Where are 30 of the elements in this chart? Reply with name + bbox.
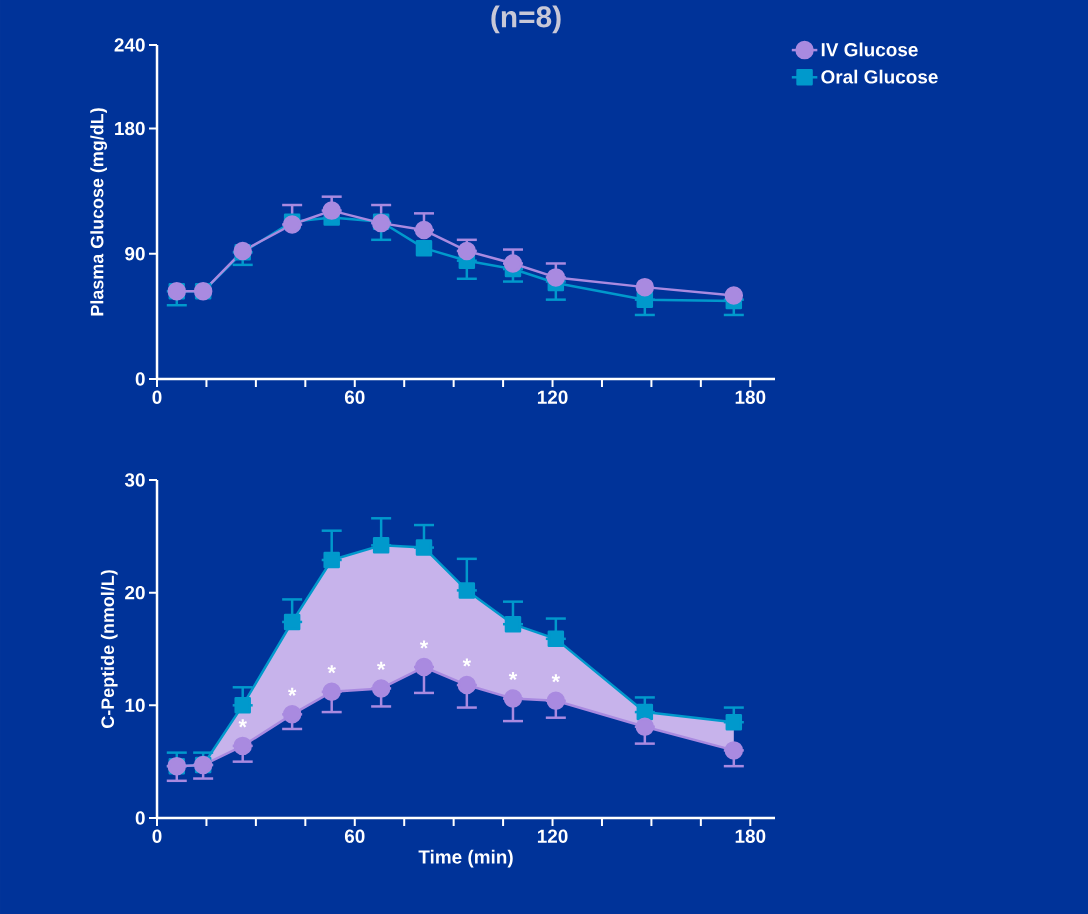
x-tick-label: 0 xyxy=(152,390,162,404)
annotation: * xyxy=(419,640,429,649)
y-tick-label: 20 xyxy=(125,585,145,600)
legend-label: Oral Glucose xyxy=(821,69,938,84)
x-tick-label: 120 xyxy=(537,829,568,843)
x-tick-label: 120 xyxy=(537,390,568,404)
x-tick-label: 180 xyxy=(735,390,766,404)
y-tick-label: 180 xyxy=(115,121,145,136)
annotation: * xyxy=(462,658,472,667)
annotation: * xyxy=(327,665,336,674)
annotation: * xyxy=(508,671,518,681)
annotation: * xyxy=(551,674,561,683)
y-axis-title: C-Peptide (nmol/L) xyxy=(100,570,118,728)
x-tick-label: 180 xyxy=(735,829,766,843)
annotation: * xyxy=(238,719,247,728)
x-tick-label: 60 xyxy=(344,829,365,843)
legend-label: IV Glucose xyxy=(821,42,918,57)
annotation: * xyxy=(287,687,297,696)
x-axis-title: Time (min) xyxy=(418,849,513,868)
y-tick-label: 10 xyxy=(125,698,145,713)
y-tick-label: 0 xyxy=(135,372,145,386)
y-tick-label: 30 xyxy=(124,473,145,487)
x-tick-label: 0 xyxy=(152,829,162,843)
chart-title: (n=8) xyxy=(491,5,561,34)
y-axis-title: Plasma Glucose (mg/dL) xyxy=(90,108,108,316)
annotation: * xyxy=(376,661,386,670)
y-tick-label: 240 xyxy=(114,38,145,52)
y-tick-label: 0 xyxy=(135,811,145,825)
y-tick-label: 90 xyxy=(125,247,145,261)
x-tick-label: 60 xyxy=(344,390,365,404)
